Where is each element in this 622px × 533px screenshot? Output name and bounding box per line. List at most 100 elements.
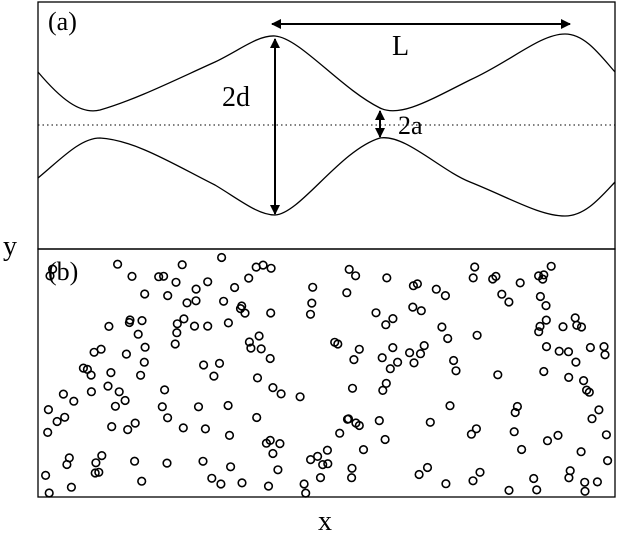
obstacle-circle [558,322,568,332]
obstacle-circle [263,481,274,491]
obstacle-circle [470,262,480,272]
obstacle-circle [541,315,551,325]
obstacle-circle [266,263,276,273]
obstacle-circle [172,328,182,338]
obstacle-circle [533,271,544,281]
obstacle-circle [371,308,381,318]
obstacle-circle [510,407,520,418]
obstacle-circle [594,405,604,415]
obstacle-circle [104,321,114,332]
obstacle-circle [130,418,140,428]
obstacle-circle [137,316,147,326]
obstacle-circle [504,297,514,307]
obstacle-circle [305,309,316,319]
obstacle-circle [408,302,418,312]
obstacle-circle [60,412,70,422]
obstacle-circle [268,383,278,393]
obstacle-circle [170,339,180,349]
obstacle-circle [90,468,100,478]
obstacle-circle [374,416,384,426]
obstacle-circle [160,385,170,395]
obstacle-circle [343,414,354,424]
obstacle-circle [200,424,210,434]
obstacle-circle [162,458,172,468]
obstacle-circle [342,288,352,298]
obstacle-circle [140,289,150,299]
obstacle-circle [347,473,357,483]
obstacle-circle [172,319,182,329]
gap-label: 2a [398,111,423,140]
obstacle-circle [252,373,263,383]
obstacle-circle [189,321,200,331]
obstacle-circle [207,473,217,483]
obstacle-circle [563,347,574,357]
obstacle-circle [541,342,552,352]
obstacle-circle [553,430,563,441]
obstacle-circle [163,291,173,301]
obstacle-circle [52,416,62,427]
obstacle-circle [133,329,143,339]
obstacle-circle [512,401,523,412]
obstacle-circle [565,466,575,476]
obstacle-circle [258,260,268,270]
obstacle-circle [425,417,435,427]
obstacle-circle [308,282,318,292]
obstacle-circle [240,308,250,318]
obstacle-circle [388,343,398,353]
obstacle-circle [157,402,167,412]
obstacle-circle [441,479,451,489]
obstacle-circle [43,427,53,438]
obstacle-circles [40,252,613,498]
obstacle-circle [235,304,246,314]
obstacle-circle [587,414,597,424]
obstacle-circle [358,445,369,455]
obstacle-circle [445,401,455,411]
obstacle-circle [335,428,345,438]
obstacle-circle [347,463,357,473]
obstacle-circle [127,271,137,282]
panel-b-label: (b) [48,257,78,286]
panel-a-label: (a) [48,7,77,36]
obstacle-circle [112,259,123,269]
obstacle-circle [237,478,247,488]
obstacle-circle [295,392,305,402]
obstacle-circle [534,327,544,337]
obstacle-circle [265,353,275,364]
obstacle-circle [576,322,587,332]
obstacle-circle [106,368,116,378]
obstacle-circle [177,260,187,270]
obstacle-circle [471,424,482,434]
obstacle-circle [546,261,556,271]
obstacle-circle [535,321,545,332]
obstacle-circle [580,486,590,496]
period-label: L [392,31,409,62]
obstacle-circle [198,456,208,466]
obstacle-circle [114,387,124,397]
obstacle-circle [91,458,101,468]
obstacle-circle [64,453,74,463]
obstacle-circle [136,370,146,380]
obstacle-circle [414,469,424,480]
obstacle-circle [532,485,542,495]
y-axis-label: y [3,231,17,262]
obstacle-circle [86,387,96,397]
obstacle-circle [468,273,478,283]
obstacle-circle [416,306,426,316]
obstacle-circle [393,357,403,367]
obstacle-circle [43,405,54,415]
obstacle-circle [266,308,276,318]
obstacle-circle [451,366,461,376]
obstacle-circle [601,430,612,440]
obstacle-circle [529,473,539,484]
obstacle-circle [307,298,317,308]
obstacle-circle [472,330,482,340]
obstacle-circle [154,272,164,282]
obstacle-circle [409,358,419,368]
obstacle-circle [554,346,564,356]
obstacle-circle [602,456,613,466]
obstacle-circle [139,357,149,367]
obstacle-circle [415,349,426,359]
obstacle-circle [385,364,395,374]
obstacle-circle [382,273,392,283]
